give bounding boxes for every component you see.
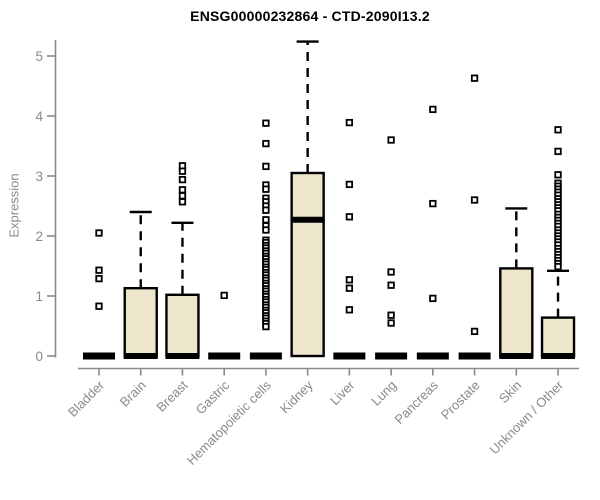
outlier-point-gastric: [220, 291, 228, 300]
x-tick-label-brain: Brain: [117, 378, 149, 410]
outlier-point-hematopoietic-cells: [262, 119, 270, 127]
outlier-point-hematopoietic-cells: [262, 216, 270, 224]
outlier-point-prostate: [470, 327, 479, 336]
y-tick-label: 0: [35, 349, 43, 364]
outlier-point-hematopoietic-cells: [262, 162, 270, 171]
box-kidney: [290, 171, 325, 358]
outlier-point-liver: [345, 284, 354, 292]
x-tick-label-lung: Lung: [368, 378, 399, 409]
x-tick-label-prostate: Prostate: [438, 378, 483, 423]
outlier-point-unknown-other: [554, 147, 562, 156]
outlier-point-liver: [345, 306, 354, 314]
outlier-point-hematopoietic-cells: [262, 139, 270, 148]
outlier-point-prostate: [470, 196, 479, 204]
outlier-point-lung: [387, 281, 395, 289]
x-tick-label-gastric: Gastric: [193, 377, 233, 417]
outlier-point-breast: [178, 167, 187, 175]
outlier-point-prostate: [470, 74, 479, 82]
x-tick-label-breast: Breast: [153, 377, 190, 414]
outlier-point-pancreas: [429, 294, 437, 303]
outlier-point-breast: [178, 198, 187, 206]
x-tick-label-bladder: Bladder: [65, 377, 108, 420]
box-brain: [123, 287, 158, 358]
outlier-point-hematopoietic-cells: [262, 322, 270, 331]
x-tick-label-unknown-other: Unknown / Other: [487, 377, 567, 457]
outlier-point-hematopoietic-cells: [262, 226, 270, 234]
y-tick-label: 1: [35, 289, 43, 304]
x-tick-label-liver: Liver: [327, 377, 358, 408]
outlier-point-hematopoietic-cells: [262, 206, 270, 214]
outlier-point-liver: [345, 180, 354, 189]
y-tick-label: 2: [35, 229, 43, 244]
y-tick-label: 5: [35, 49, 43, 64]
outlier-point-bladder: [95, 229, 103, 237]
outlier-point-unknown-other: [554, 262, 562, 271]
outlier-point-bladder: [95, 274, 103, 283]
x-tick-label-skin: Skin: [496, 378, 524, 406]
outlier-point-breast: [178, 175, 187, 184]
box-skin: [499, 267, 534, 358]
box-unknown-other: [540, 316, 576, 358]
outlier-point-hematopoietic-cells: [262, 185, 270, 193]
outlier-point-lung: [387, 268, 395, 276]
y-tick-label: 4: [35, 109, 43, 124]
x-tick-label-pancreas: Pancreas: [392, 377, 442, 427]
outlier-point-unknown-other: [554, 126, 562, 134]
outlier-point-bladder: [95, 302, 103, 310]
x-tick-label-kidney: Kidney: [277, 377, 316, 416]
y-tick-label: 3: [35, 169, 43, 184]
outlier-point-liver: [345, 276, 354, 284]
outlier-point-lung: [387, 311, 395, 319]
outlier-point-lung: [387, 136, 395, 144]
outlier-point-liver: [345, 118, 354, 127]
outlier-point-breast: [178, 192, 187, 200]
outlier-point-pancreas: [429, 105, 437, 114]
chart-title: ENSG00000232864 - CTD-2090I13.2: [190, 8, 430, 24]
outlier-point-bladder: [95, 266, 103, 274]
outlier-point-pancreas: [429, 199, 437, 208]
outlier-point-unknown-other: [554, 171, 562, 179]
outlier-point-breast: [178, 186, 187, 194]
box-breast: [165, 293, 200, 358]
outlier-point-lung: [387, 319, 395, 327]
outlier-point-liver: [345, 213, 354, 221]
